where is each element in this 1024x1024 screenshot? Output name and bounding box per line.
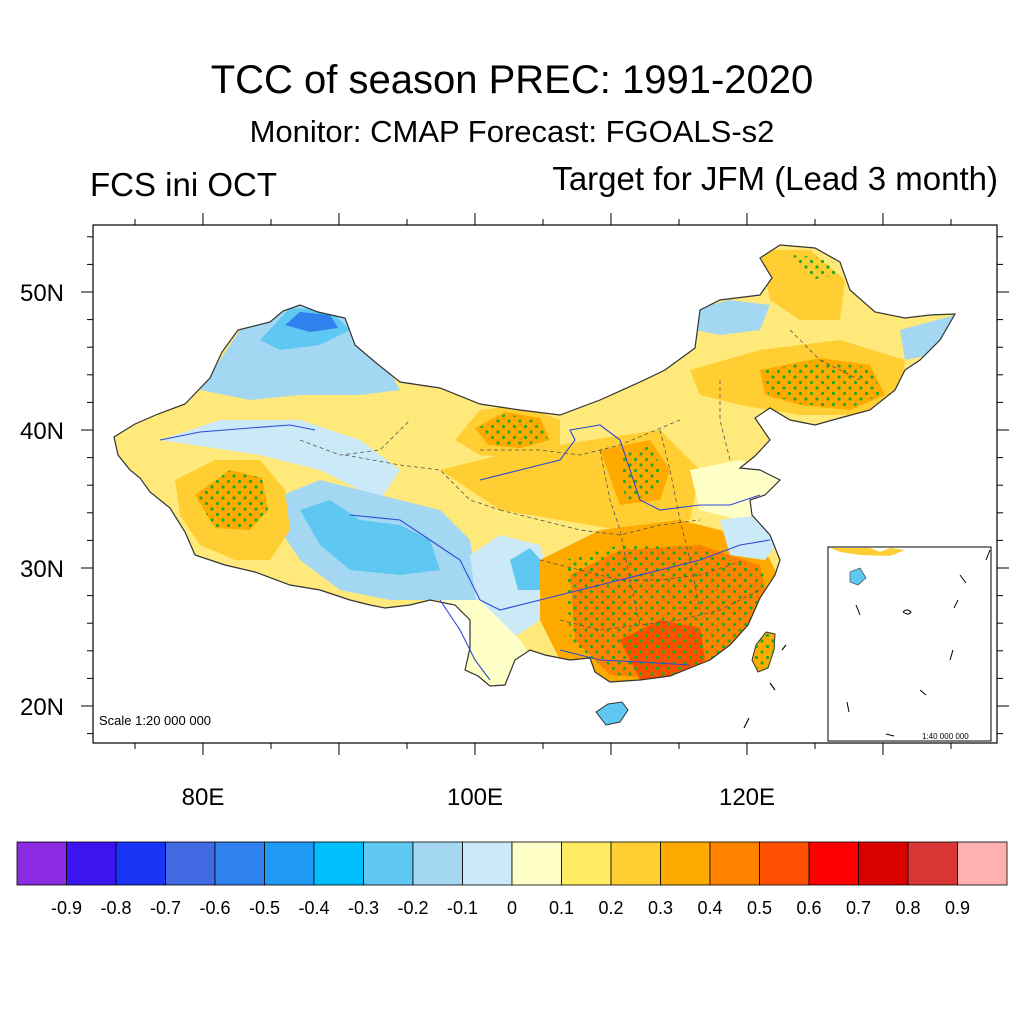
lon-label: 120E (719, 784, 775, 811)
colorbar: -0.9 -0.8 -0.7 -0.6 -0.5 -0.4 -0.3 -0.2 -0.1 0 0.1… (16, 841, 1008, 918)
field-imong-east (690, 300, 770, 335)
colorbar-swatch (660, 841, 711, 886)
colorbar-swatch (858, 841, 909, 886)
colorbar-swatch (16, 841, 67, 886)
axes: 80E 100E 120E 50N 40N 30N 20N (20, 213, 1009, 811)
sea-boundary-marks (743, 644, 787, 729)
colorbar-label: -0.6 (199, 898, 230, 918)
colorbar-label: 0.2 (598, 898, 623, 918)
colorbar-label: 0.7 (846, 898, 871, 918)
colorbar-label: -0.4 (298, 898, 329, 918)
lat-label: 40N (20, 418, 64, 445)
colorbar-swatch (759, 841, 810, 886)
lat-label: 50N (20, 280, 64, 307)
province-borders (299, 329, 861, 631)
figure-title: TCC of season PREC: 1991-2020 (210, 58, 814, 102)
colorbar-label: -0.2 (397, 898, 428, 918)
colorbar-swatch (165, 841, 216, 886)
colorbar-swatch (610, 841, 661, 886)
lat-label: 20N (20, 694, 64, 721)
field-jilin-east (900, 315, 955, 360)
field-altai-core (285, 312, 338, 332)
colorbar-label: -0.9 (51, 898, 82, 918)
colorbar-label: -0.8 (100, 898, 131, 918)
inset-scale-text: 1:40 000 000 (922, 732, 969, 741)
colorbar-swatch (66, 841, 117, 886)
colorbar-swatch (412, 841, 463, 886)
colorbar-swatch (363, 841, 414, 886)
colorbar-swatch (115, 841, 166, 886)
colorbar-swatch (907, 841, 958, 886)
field-tibet-inner (300, 500, 440, 575)
lon-label: 80E (182, 784, 225, 811)
colorbar-label: 0.6 (796, 898, 821, 918)
lat-label: 30N (20, 556, 64, 583)
colorbar-swatch (511, 841, 562, 886)
colorbar-label: 0.3 (648, 898, 673, 918)
colorbar-label: 0.9 (945, 898, 970, 918)
colorbar-swatch (561, 841, 612, 886)
colorbar-label: 0.1 (549, 898, 574, 918)
colorbar-label: 0.4 (697, 898, 722, 918)
colorbar-swatch (957, 841, 1008, 886)
colorbar-label: -0.3 (348, 898, 379, 918)
scale-text: Scale 1:20 000 000 (99, 713, 211, 728)
colorbar-label: -0.1 (447, 898, 478, 918)
init-label: FCS ini OCT (90, 166, 278, 203)
field-tarim (160, 420, 400, 500)
colorbar-label: 0.8 (895, 898, 920, 918)
colorbar-swatch (313, 841, 364, 886)
colorbar-swatch (462, 841, 513, 886)
colorbar-label: 0 (507, 898, 517, 918)
field-sichuan-core (510, 548, 545, 590)
colorbar-swatch (808, 841, 859, 886)
colorbar-swatch (709, 841, 760, 886)
colorbar-label: -0.5 (249, 898, 280, 918)
lon-label: 100E (447, 784, 503, 811)
colorbar-label: -0.7 (150, 898, 181, 918)
colorbar-label: 0.5 (747, 898, 772, 918)
target-label: Target for JFM (Lead 3 month) (552, 160, 998, 197)
inset-map: 1:40 000 000 (827, 546, 992, 742)
colorbar-swatch (214, 841, 265, 886)
rivers (159, 424, 771, 681)
hainan-island (595, 701, 629, 726)
colorbar-swatch (264, 841, 315, 886)
figure-subtitle: Monitor: CMAP Forecast: FGOALS-s2 (249, 114, 775, 149)
